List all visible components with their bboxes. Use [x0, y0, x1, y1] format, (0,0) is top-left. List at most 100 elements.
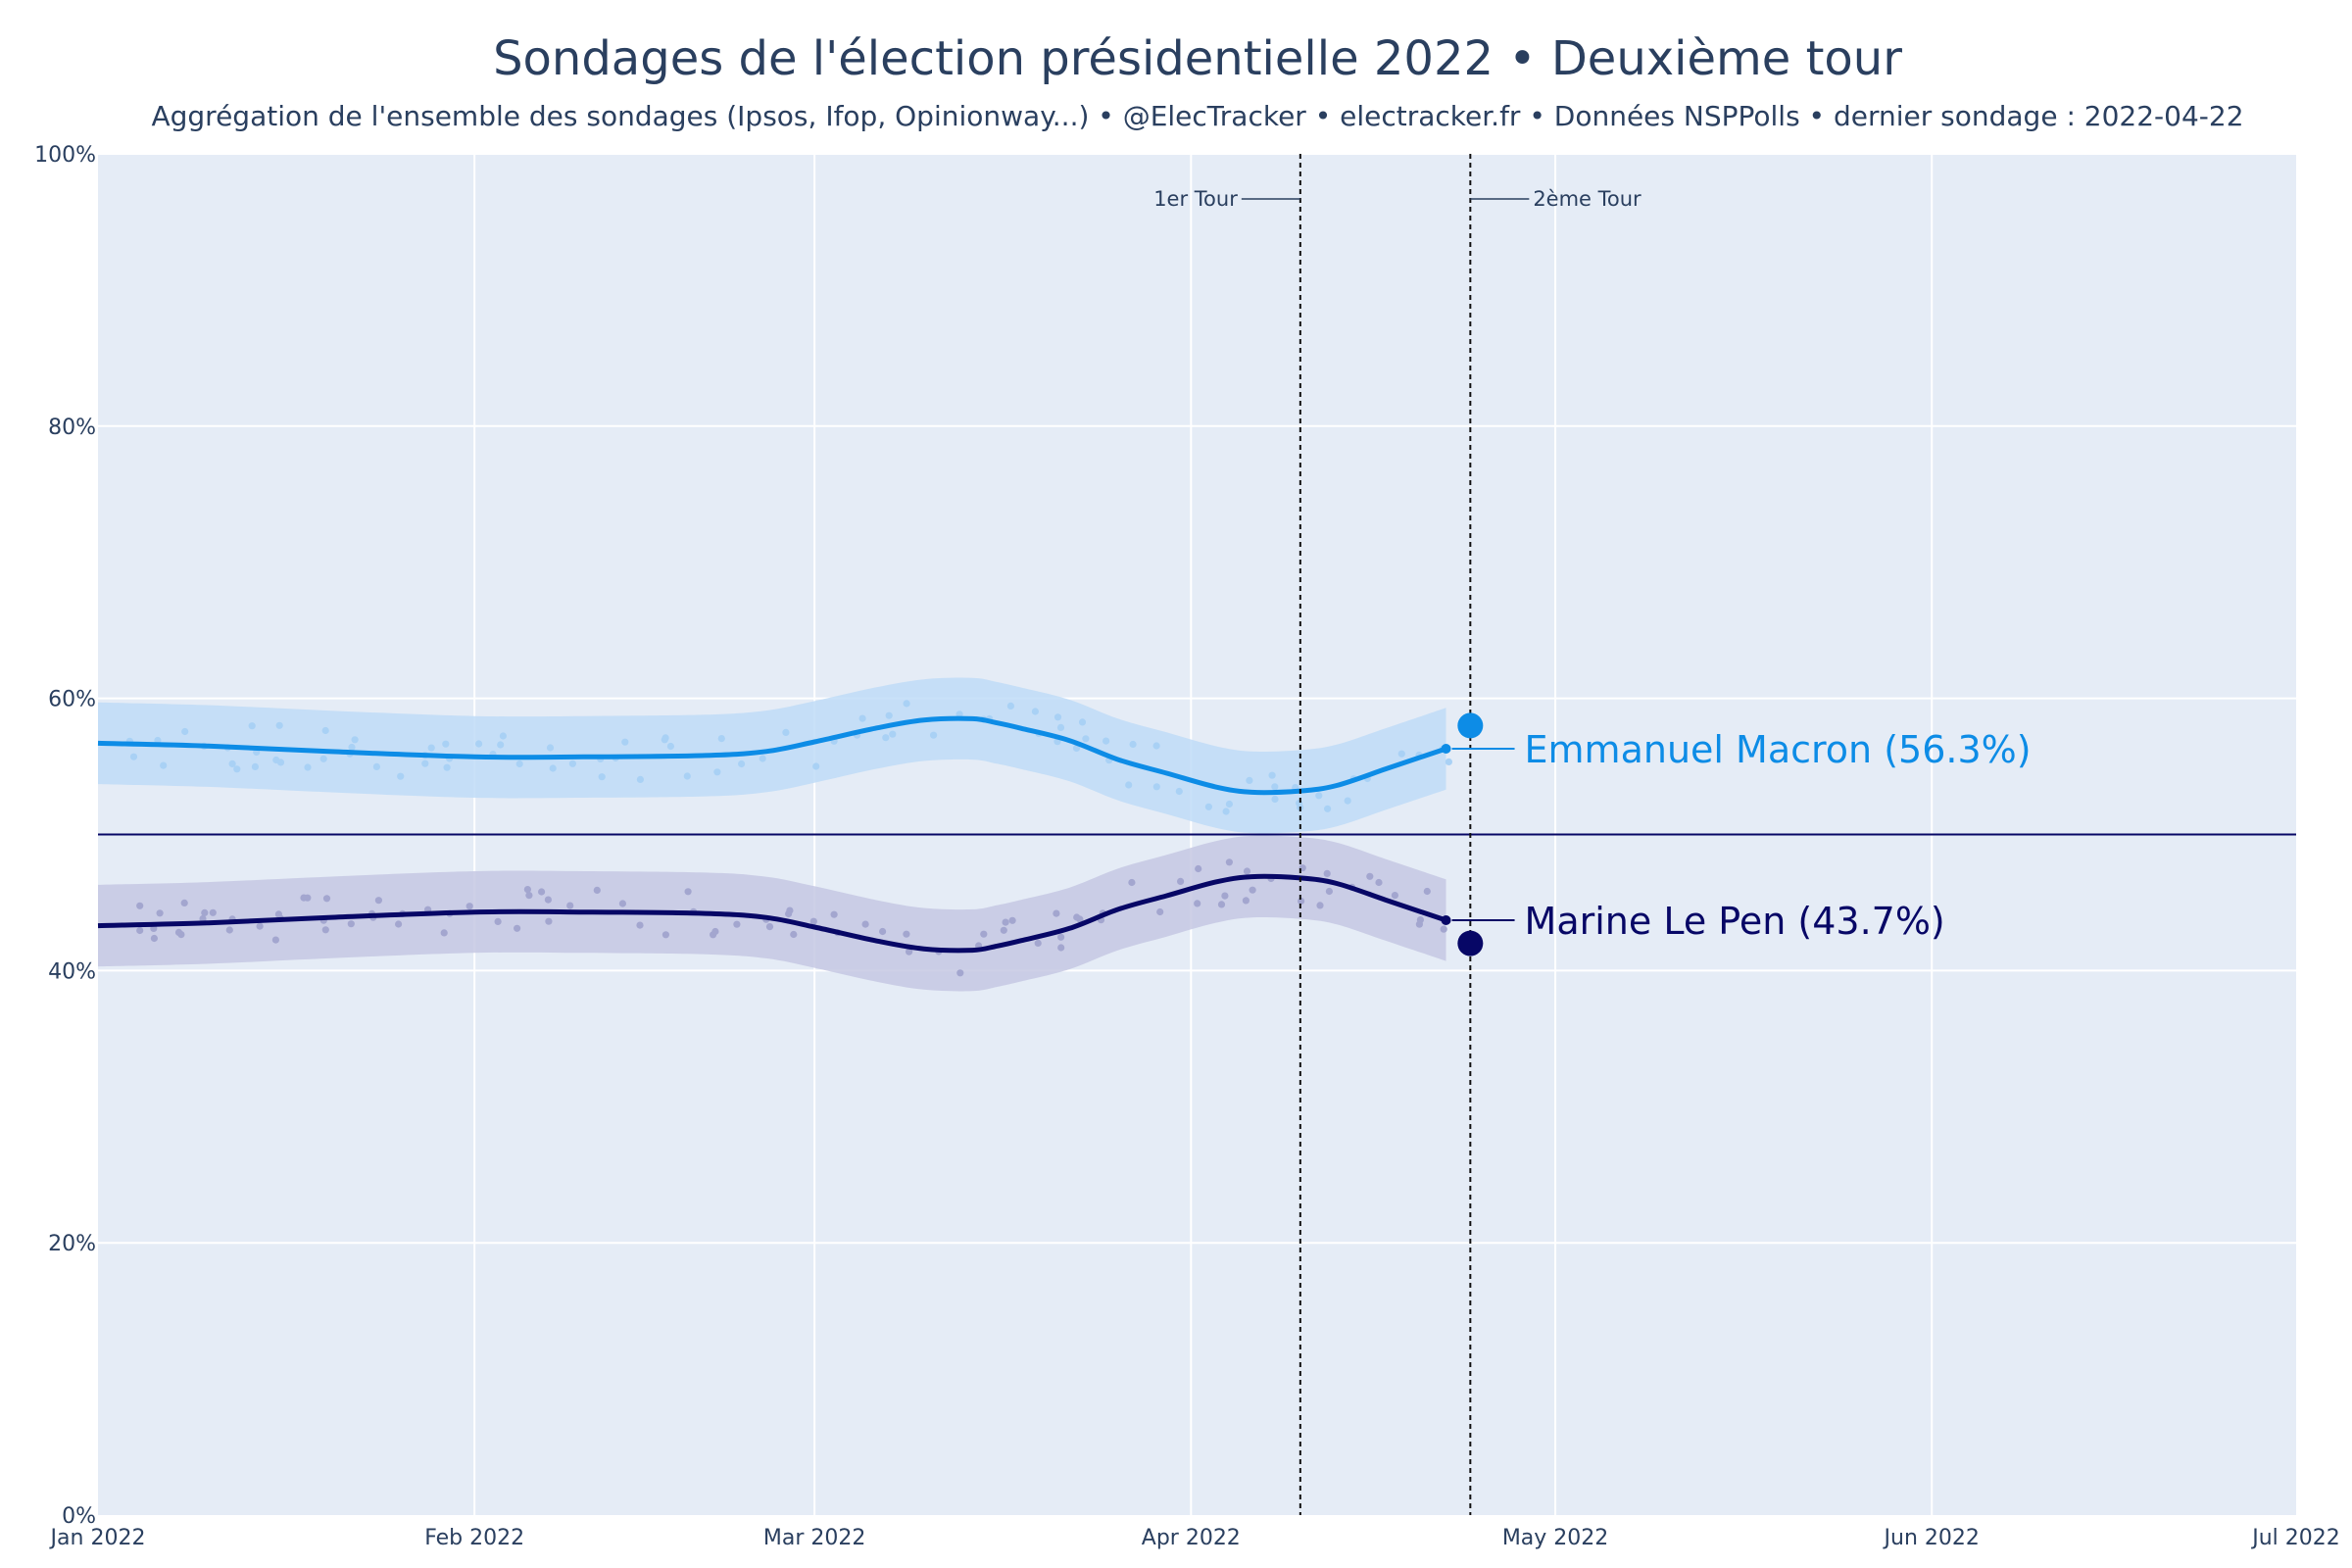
y-axis-ticks: 0% 20% 40% 60% 80% 100% [34, 143, 96, 1529]
poll-dot [160, 761, 168, 769]
poll-dot [321, 726, 329, 735]
last-poll-marker [1441, 915, 1451, 926]
poll-dot [1156, 907, 1164, 916]
poll-dot [233, 765, 241, 773]
poll-dot [889, 730, 897, 738]
poll-dot [1423, 887, 1431, 896]
poll-dot [858, 714, 866, 722]
poll-dot [136, 902, 144, 909]
poll-dot [930, 731, 938, 739]
poll-dot [684, 888, 692, 896]
confidence-band-1 [98, 835, 1446, 992]
poll-dot [618, 900, 627, 907]
poll-dot [514, 924, 521, 932]
last-poll-marker [1441, 743, 1451, 754]
poll-dot [1082, 735, 1090, 743]
poll-dot [466, 903, 473, 910]
poll-dot [1057, 933, 1065, 941]
poll-dot [1000, 926, 1007, 934]
poll-dot [830, 910, 838, 918]
poll-dot [251, 762, 259, 771]
poll-dot [300, 894, 308, 902]
poll-dot [440, 929, 448, 937]
poll-dot [499, 732, 507, 740]
poll-dot [248, 722, 256, 730]
poll-dot [1225, 858, 1233, 866]
poll-dot [347, 920, 355, 928]
poll-dot [1325, 887, 1333, 896]
poll-dot [1246, 776, 1253, 785]
poll-dot [1344, 797, 1351, 805]
poll-dot [443, 763, 451, 771]
poll-dot [885, 711, 893, 719]
final-result-marker [1457, 930, 1484, 956]
poll-dot [636, 775, 645, 784]
poll-dot [1053, 909, 1060, 917]
poll-dot [1366, 872, 1374, 880]
poll-dot [636, 921, 644, 929]
poll-dot [497, 741, 505, 749]
poll-dot [1375, 878, 1383, 887]
poll-dot [180, 899, 188, 907]
y-tick-label: 100% [34, 143, 96, 168]
poll-dot [351, 736, 359, 744]
poll-dot [713, 768, 721, 776]
poll-dot [812, 762, 820, 770]
poll-dot [683, 772, 691, 780]
poll-dot [809, 917, 817, 925]
poll-dot [1268, 771, 1276, 779]
poll-dot [1271, 795, 1279, 804]
y-tick-label: 40% [48, 959, 96, 984]
poll-dot [1057, 944, 1065, 952]
poll-dot [568, 760, 577, 767]
poll-dot [427, 744, 435, 752]
poll-dot [275, 721, 283, 729]
event-label: 1er Tour [1153, 187, 1238, 211]
poll-dot [759, 755, 766, 762]
poll-dot [1073, 913, 1081, 921]
poll-dot [523, 886, 532, 894]
poll-dot [621, 738, 629, 746]
poll-dot [765, 923, 774, 931]
poll-dot [225, 926, 233, 934]
poll-dot [538, 888, 546, 896]
x-tick-label: Jun 2022 [1883, 1526, 1980, 1550]
x-tick-label: Jul 2022 [2250, 1526, 2340, 1550]
poll-dot [304, 763, 312, 771]
poll-dot [1125, 781, 1133, 789]
poll-dot [1102, 737, 1110, 745]
poll-dot [733, 920, 741, 928]
poll-dot [322, 895, 331, 903]
poll-dot [1315, 792, 1323, 800]
poll-dot [593, 886, 601, 895]
poll-dot [1440, 925, 1447, 933]
poll-dot [1078, 718, 1087, 726]
x-tick-label: Mar 2022 [763, 1526, 866, 1550]
x-tick-label: Apr 2022 [1142, 1526, 1241, 1550]
poll-dot [956, 710, 963, 718]
poll-dot [1324, 805, 1332, 812]
x-tick-label: Jan 2022 [49, 1526, 146, 1550]
poll-dot [256, 922, 264, 930]
poll-dot [209, 908, 217, 916]
poll-dot [319, 755, 327, 762]
poll-dot [1271, 783, 1279, 791]
poll-dot [598, 773, 606, 781]
poll-dot [1222, 808, 1230, 815]
poll-dot [980, 930, 988, 938]
poll-dot [1006, 702, 1014, 710]
x-tick-label: May 2022 [1502, 1526, 1608, 1550]
poll-dot [1194, 900, 1201, 907]
poll-dot [544, 896, 553, 904]
end-label: Emmanuel Macron (56.3%) [1525, 728, 2032, 771]
poll-dot [494, 917, 502, 926]
event-markers: 1er Tour 2ème Tour [1153, 154, 1642, 1515]
x-tick-label: Feb 2022 [424, 1526, 524, 1550]
chart-subtitle: Aggrégation de l'ensemble des sondages (… [151, 100, 2243, 132]
poll-dot [199, 914, 207, 923]
poll-dot [421, 760, 429, 767]
poll-dot [1072, 744, 1081, 753]
poll-dot [1249, 886, 1256, 894]
poll-dot [228, 760, 236, 768]
poll-dot [711, 927, 719, 936]
